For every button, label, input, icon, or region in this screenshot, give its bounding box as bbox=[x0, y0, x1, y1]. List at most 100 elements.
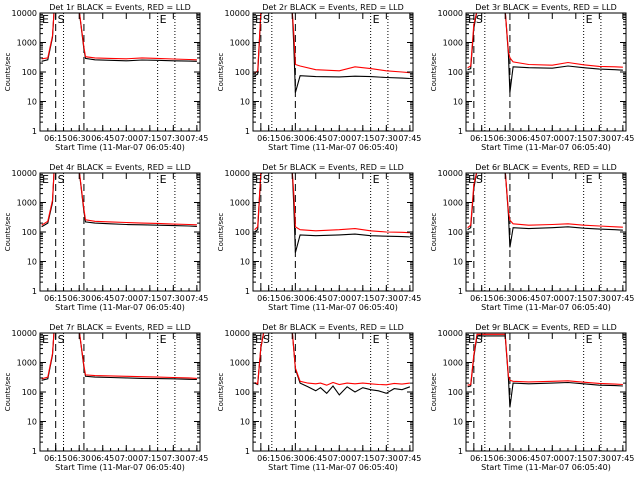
y-tick-label: 100 bbox=[235, 388, 250, 397]
series-line-lld bbox=[467, 333, 623, 386]
series-line-lld bbox=[467, 13, 623, 69]
panel-title: Det 9r BLACK = Events, RED = LLD bbox=[475, 323, 617, 332]
y-axis-label: Counts/sec bbox=[4, 373, 12, 412]
x-tick-label: 07:45 bbox=[398, 134, 421, 143]
event-marker-label: S bbox=[476, 13, 483, 26]
y-tick-label: 1 bbox=[32, 287, 37, 296]
x-tick-label: 06:15 bbox=[44, 134, 67, 143]
plot-frame bbox=[39, 12, 201, 132]
event-marker-label: S bbox=[263, 13, 270, 26]
x-axis-label: Start Time (11-Mar-07 06:05:40) bbox=[268, 143, 398, 152]
series-line-events bbox=[467, 173, 623, 248]
x-tick-label: 07:45 bbox=[185, 454, 208, 463]
series-line-lld bbox=[467, 173, 623, 229]
x-tick-label: 07:15 bbox=[138, 294, 161, 303]
y-axis-label: Counts/sec bbox=[4, 53, 12, 92]
x-tick-label: 06:45 bbox=[91, 294, 114, 303]
y-tick-label: 10 bbox=[453, 98, 463, 107]
x-tick-label: 06:15 bbox=[470, 454, 493, 463]
x-tick-label: 06:30 bbox=[494, 134, 517, 143]
y-tick-label: 100 bbox=[22, 68, 37, 77]
x-tick-label: 06:30 bbox=[281, 454, 304, 463]
series-group bbox=[467, 13, 623, 93]
x-tick-label: 07:15 bbox=[138, 454, 161, 463]
x-tick-label: 07:00 bbox=[115, 134, 138, 143]
x-tick-label: 06:15 bbox=[44, 454, 67, 463]
series-line-lld bbox=[41, 333, 197, 380]
x-tick-label: 07:15 bbox=[564, 294, 587, 303]
y-tick-label: 1000 bbox=[443, 39, 463, 48]
y-tick-label: 10000 bbox=[12, 329, 37, 338]
x-tick-label: 07:30 bbox=[588, 454, 611, 463]
x-tick-label: 07:00 bbox=[541, 134, 564, 143]
x-tick-label: 07:15 bbox=[564, 454, 587, 463]
y-tick-label: 10 bbox=[453, 258, 463, 267]
x-tick-label: 06:15 bbox=[470, 134, 493, 143]
y-tick-label: 10000 bbox=[438, 329, 463, 338]
x-tick-label: 07:30 bbox=[162, 134, 185, 143]
panel-title: Det 3r BLACK = Events, RED = LLD bbox=[475, 3, 617, 12]
x-tick-label: 06:30 bbox=[68, 134, 91, 143]
event-marker-label: E bbox=[468, 13, 475, 26]
event-marker-label: S bbox=[58, 13, 65, 26]
series-group bbox=[467, 173, 623, 248]
x-axis-label: Start Time (11-Mar-07 06:05:40) bbox=[55, 143, 185, 152]
panel-title: Det 8r BLACK = Events, RED = LLD bbox=[262, 323, 404, 332]
x-tick-label: 06:45 bbox=[304, 454, 327, 463]
event-marker-label: E bbox=[42, 13, 49, 26]
x-tick-label: 06:15 bbox=[257, 454, 280, 463]
x-tick-label: 07:45 bbox=[185, 134, 208, 143]
y-tick-label: 1 bbox=[245, 287, 250, 296]
x-tick-label: 07:30 bbox=[162, 294, 185, 303]
series-group bbox=[41, 333, 197, 381]
x-tick-label: 07:15 bbox=[351, 454, 374, 463]
event-marker-label: E bbox=[468, 173, 475, 186]
panel-title: Det 1r BLACK = Events, RED = LLD bbox=[49, 3, 191, 12]
event-marker-label: E bbox=[42, 173, 49, 186]
y-tick-label: 100 bbox=[235, 228, 250, 237]
y-tick-label: 1000 bbox=[230, 199, 250, 208]
series-line-lld bbox=[254, 173, 410, 234]
series-line-events bbox=[41, 173, 197, 228]
x-tick-label: 07:00 bbox=[328, 454, 351, 463]
y-tick-label: 10000 bbox=[225, 169, 250, 178]
y-tick-label: 1000 bbox=[17, 39, 37, 48]
y-tick-label: 10000 bbox=[12, 9, 37, 18]
x-tick-label: 07:30 bbox=[162, 454, 185, 463]
y-tick-label: 10000 bbox=[225, 329, 250, 338]
event-marker-label: E bbox=[160, 13, 167, 26]
x-tick-label: 07:45 bbox=[398, 454, 421, 463]
panel-title: Det 7r BLACK = Events, RED = LLD bbox=[49, 323, 191, 332]
x-tick-label: 06:45 bbox=[304, 294, 327, 303]
x-tick-label: 06:45 bbox=[517, 134, 540, 143]
x-tick-label: 07:30 bbox=[375, 134, 398, 143]
y-axis-label: Counts/sec bbox=[217, 373, 225, 412]
x-axis-label: Start Time (11-Mar-07 06:05:40) bbox=[481, 303, 611, 312]
panel-title: Det 2r BLACK = Events, RED = LLD bbox=[262, 3, 404, 12]
y-tick-label: 1 bbox=[32, 447, 37, 456]
x-tick-label: 07:30 bbox=[375, 294, 398, 303]
y-tick-label: 100 bbox=[448, 68, 463, 77]
y-tick-label: 100 bbox=[235, 68, 250, 77]
y-axis-label: Counts/sec bbox=[430, 373, 438, 412]
event-marker-label: E bbox=[468, 333, 475, 346]
event-marker-label: S bbox=[58, 173, 65, 186]
x-tick-label: 07:15 bbox=[564, 134, 587, 143]
x-tick-label: 07:00 bbox=[541, 454, 564, 463]
y-tick-label: 10 bbox=[27, 98, 37, 107]
x-tick-label: 07:45 bbox=[611, 294, 634, 303]
x-tick-label: 07:15 bbox=[351, 294, 374, 303]
x-tick-label: 06:30 bbox=[494, 454, 517, 463]
series-line-events bbox=[467, 13, 623, 93]
y-tick-label: 1 bbox=[458, 127, 463, 136]
x-tick-label: 07:45 bbox=[611, 134, 634, 143]
x-tick-label: 06:45 bbox=[517, 454, 540, 463]
y-tick-label: 10000 bbox=[225, 9, 250, 18]
series-group bbox=[467, 333, 623, 408]
x-tick-label: 07:45 bbox=[185, 294, 208, 303]
